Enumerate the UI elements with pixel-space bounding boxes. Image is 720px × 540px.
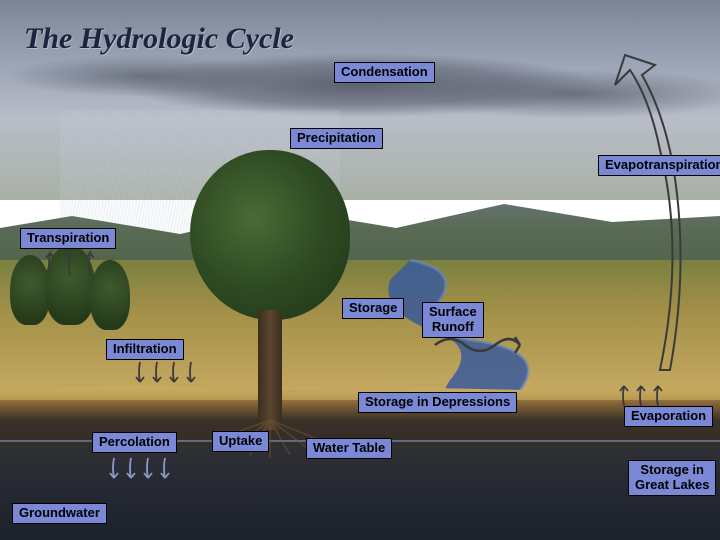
label-evaporation: Evaporation [624,406,713,427]
label-storage: Storage [342,298,404,319]
percolation-arrows-icon [104,456,174,482]
infiltration-arrows-icon [130,360,200,386]
label-precipitation: Precipitation [290,128,383,149]
label-transpiration: Transpiration [20,228,116,249]
label-surface-runoff: Surface Runoff [422,302,484,338]
label-infiltration: Infiltration [106,339,184,360]
evaporation-arrow-icon [590,50,690,380]
tree-canopy [190,150,350,320]
main-tree [180,150,360,430]
label-evapotranspiration: Evapotranspiration [598,155,720,176]
label-condensation: Condensation [334,62,435,83]
evaporation-small-arrows-icon [614,382,669,408]
label-uptake: Uptake [212,431,269,452]
label-storage-great-lakes: Storage in Great Lakes [628,460,716,496]
label-percolation: Percolation [92,432,177,453]
transpiration-arrows-icon [40,248,100,278]
diagram-title: The Hydrologic Cycle [24,22,294,56]
tree-trunk [258,310,282,430]
label-water-table: Water Table [306,438,392,459]
label-storage-depressions: Storage in Depressions [358,392,517,413]
hydrologic-cycle-scene: The Hydrologic Cycle Condensation Precip… [0,0,720,540]
label-groundwater: Groundwater [12,503,107,524]
